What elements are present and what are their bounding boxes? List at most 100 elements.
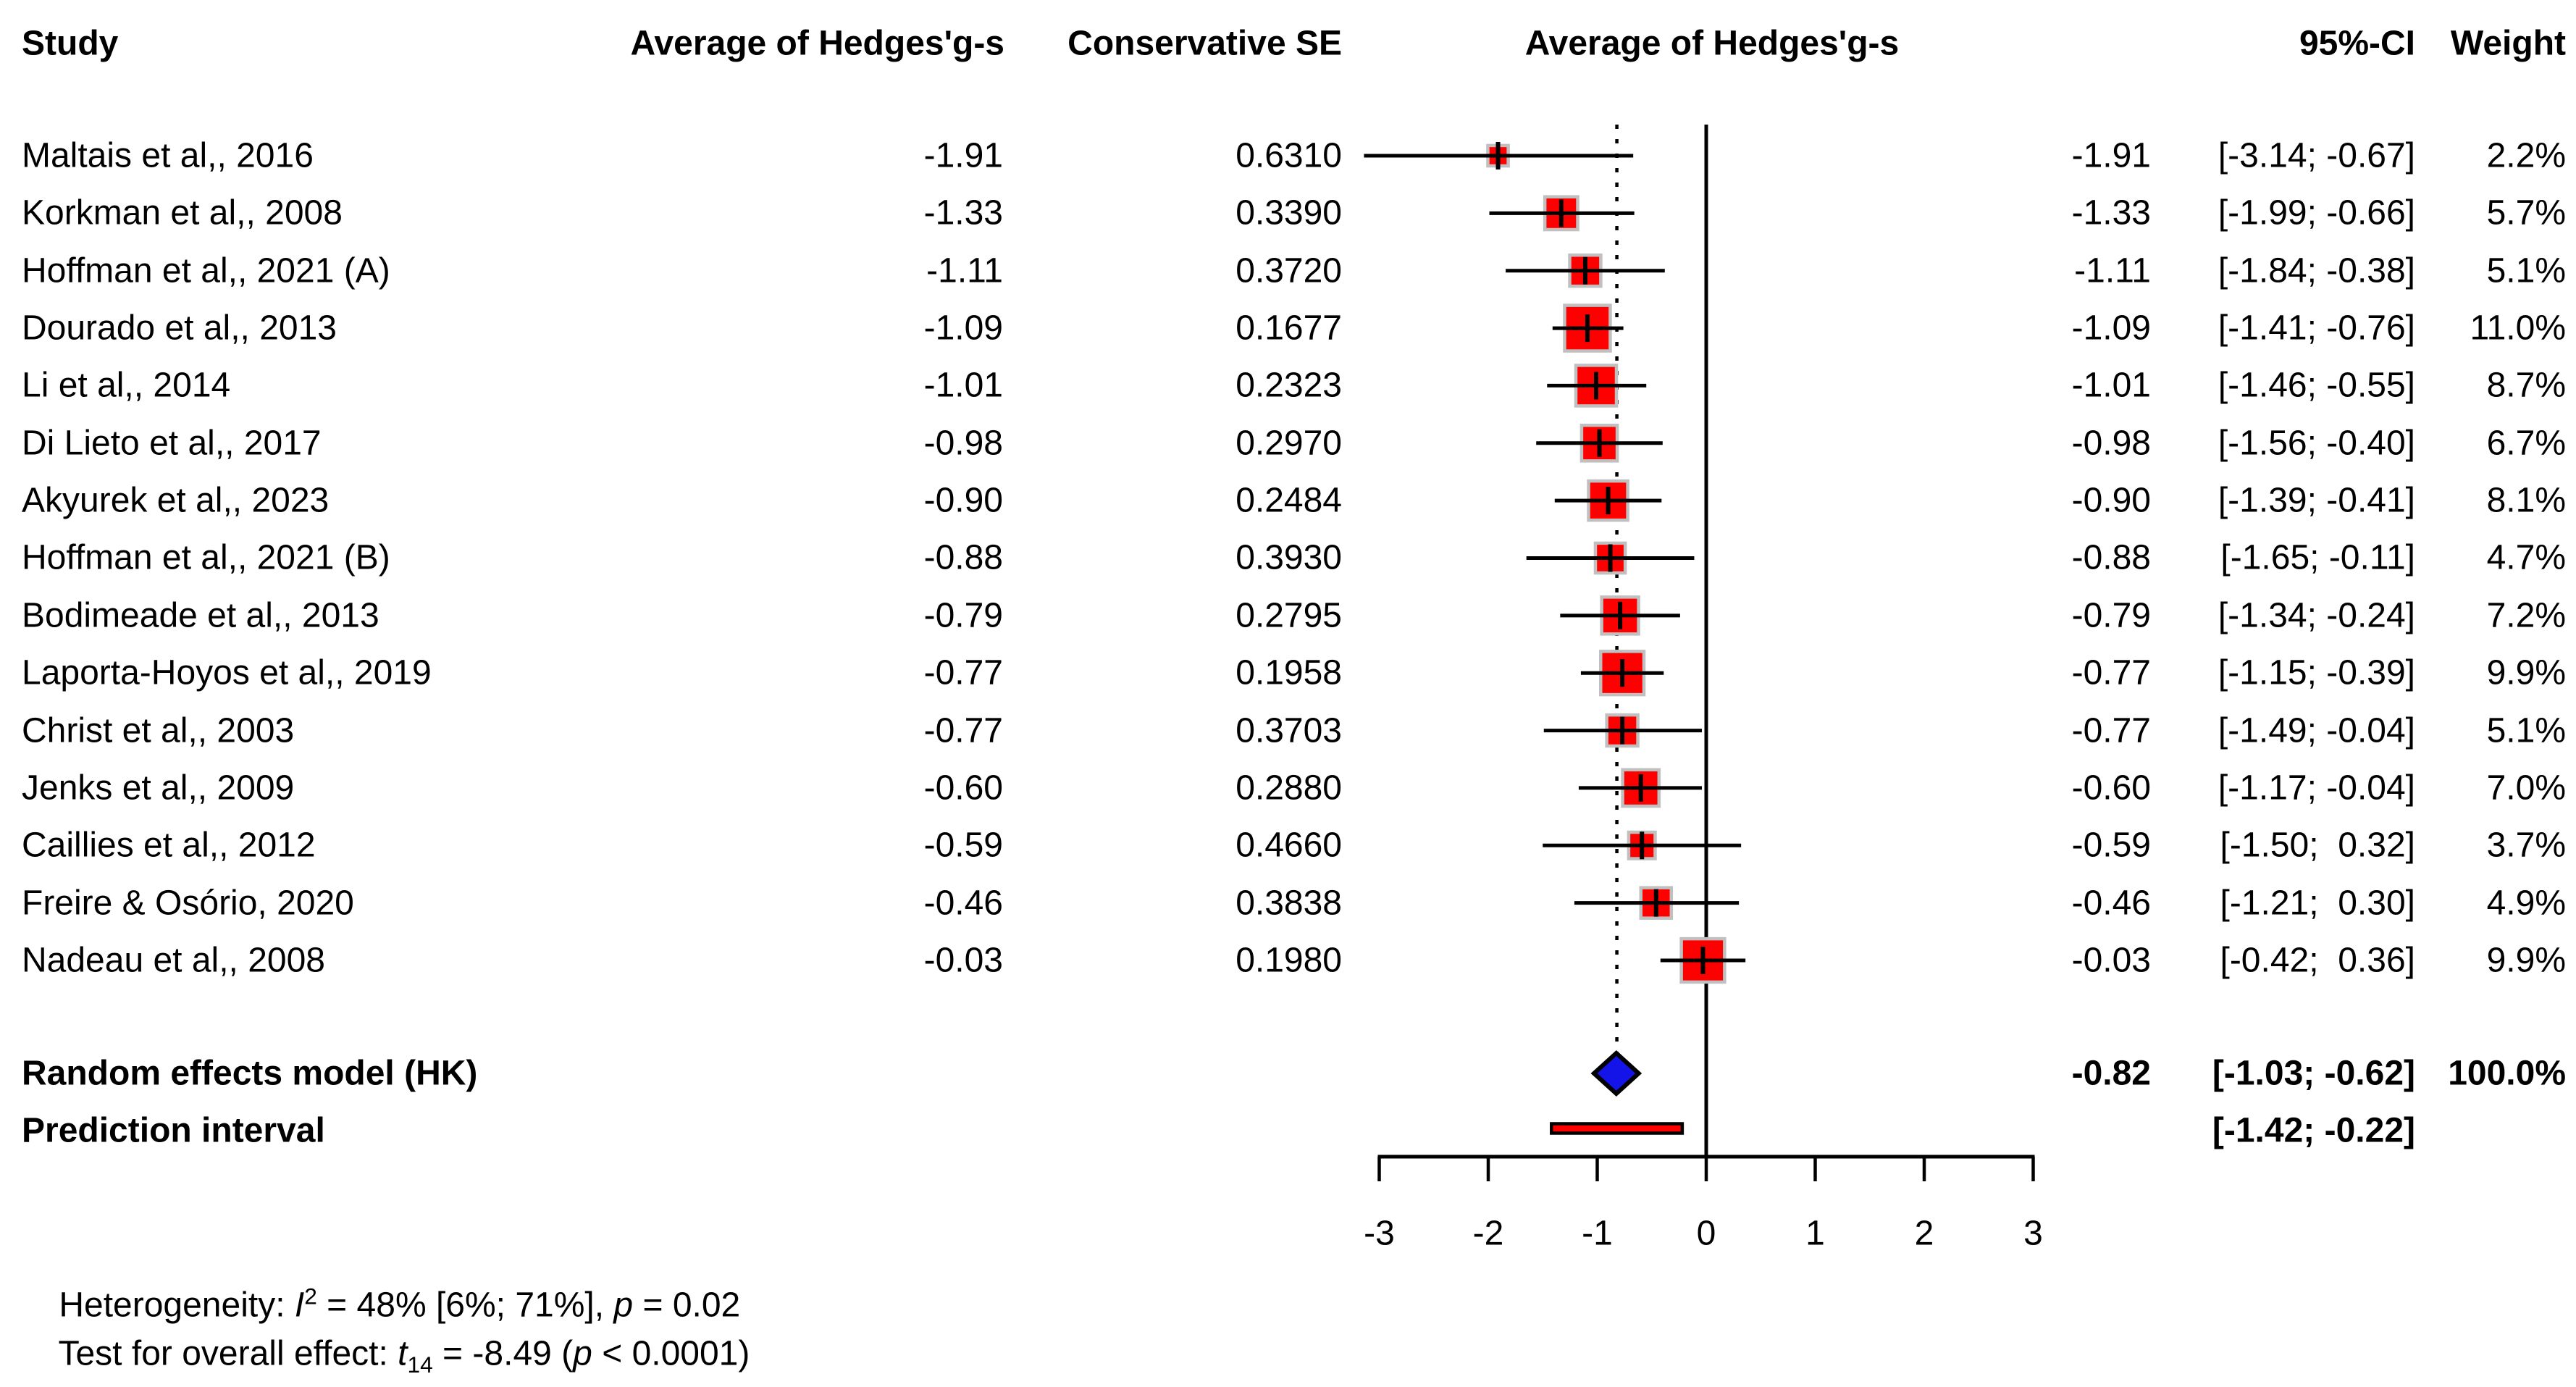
study-effect-value: -0.77 — [2071, 711, 2151, 750]
study-average-value: -1.11 — [926, 251, 1003, 290]
study-se-value: 0.1677 — [1235, 309, 1342, 348]
study-average-value: -0.59 — [923, 826, 1003, 865]
summary-weight-value: 100.0% — [2448, 1054, 2566, 1093]
summary-estimate-value: -0.82 — [2071, 1054, 2151, 1093]
study-name: Bodimeade et al,, 2013 — [22, 596, 379, 635]
study-estimate-tick — [1593, 372, 1598, 400]
study-effect-value: -1.11 — [2074, 251, 2151, 290]
summary-label: Random effects model (HK) — [22, 1054, 478, 1093]
study-weight-value: 8.1% — [2486, 481, 2566, 520]
study-se-value: 0.2880 — [1235, 768, 1342, 808]
prediction-label: Prediction interval — [22, 1111, 325, 1150]
prediction-interval-bar — [1550, 1122, 1685, 1135]
study-effect-value: -0.59 — [2071, 826, 2151, 865]
study-effect-value: -1.01 — [2071, 366, 2151, 405]
study-weight-value: 11.0% — [2470, 309, 2566, 348]
study-effect-value: -0.98 — [2071, 424, 2151, 463]
study-average-value: -1.33 — [923, 193, 1003, 232]
study-weight-value: 9.9% — [2486, 941, 2566, 980]
study-se-value: 0.3930 — [1235, 538, 1342, 577]
study-average-value: -0.77 — [923, 653, 1003, 692]
study-estimate-tick — [1618, 601, 1623, 629]
study-se-value: 0.2795 — [1235, 596, 1342, 635]
study-ci-value: [-3.14; -0.67] — [2218, 136, 2415, 175]
study-weight-value: 8.7% — [2486, 366, 2566, 405]
study-effect-value: -0.03 — [2071, 941, 2151, 980]
study-average-value: -0.98 — [923, 424, 1003, 463]
column-header-average: Average of Hedges'g-s — [630, 24, 1004, 63]
study-ci-value: [-1.56; -0.40] — [2218, 424, 2415, 463]
study-estimate-tick — [1653, 889, 1658, 917]
study-ci-value: [-1.15; -0.39] — [2218, 653, 2415, 692]
study-effect-value: -0.77 — [2071, 653, 2151, 692]
study-ci-value: [-1.17; -0.04] — [2218, 768, 2415, 808]
study-estimate-tick — [1640, 831, 1645, 860]
heterogeneity-note: Heterogeneity: I2 = 48% [6%; 71%], p = 0… — [20, 1244, 740, 1366]
study-se-value: 0.3838 — [1235, 884, 1342, 923]
x-axis-tick-label: -2 — [1473, 1215, 1504, 1253]
study-ci-value: [-1.46; -0.55] — [2218, 366, 2415, 405]
study-ci-value: [-1.41; -0.76] — [2218, 309, 2415, 348]
study-weight-value: 7.0% — [2486, 768, 2566, 808]
p-symbol: p — [573, 1334, 592, 1373]
study-estimate-tick — [1606, 487, 1611, 515]
study-name: Di Lieto et al,, 2017 — [22, 424, 322, 463]
study-ci-value: [-1.39; -0.41] — [2218, 481, 2415, 520]
study-name: Akyurek et al,, 2023 — [22, 481, 330, 520]
study-estimate-tick — [1558, 199, 1564, 227]
study-weight-value: 5.7% — [2486, 193, 2566, 232]
study-weight-value: 3.7% — [2486, 826, 2566, 865]
overall-effect-note: Test for overall effect: t14 = -8.49 (p … — [20, 1294, 750, 1387]
study-effect-value: -0.90 — [2071, 481, 2151, 520]
study-ci-value: [-1.49; -0.04] — [2218, 711, 2415, 750]
study-ci-value: [-1.21; 0.30] — [2220, 884, 2415, 923]
prediction-ci-value: [-1.42; -0.22] — [2212, 1111, 2415, 1150]
study-average-value: -0.03 — [923, 941, 1003, 980]
study-weight-value: 4.9% — [2486, 884, 2566, 923]
study-ci-value: [-1.99; -0.66] — [2218, 193, 2415, 232]
study-weight-value: 9.9% — [2486, 653, 2566, 692]
study-average-value: -1.91 — [923, 136, 1003, 175]
study-weight-value: 5.1% — [2486, 711, 2566, 750]
study-weight-value: 4.7% — [2486, 538, 2566, 577]
study-se-value: 0.2323 — [1235, 366, 1342, 405]
x-axis-tick-label: 3 — [2023, 1215, 2043, 1253]
study-estimate-tick — [1495, 142, 1501, 169]
study-name: Caillies et al,, 2012 — [22, 826, 316, 865]
study-average-value: -1.01 — [923, 366, 1003, 405]
study-average-value: -0.79 — [923, 596, 1003, 635]
heterogeneity-note-pvalue: = 0.02 — [633, 1286, 741, 1325]
x-axis-tick-label: -1 — [1582, 1215, 1613, 1253]
study-name: Nadeau et al,, 2008 — [22, 941, 325, 980]
study-se-value: 0.3703 — [1235, 711, 1342, 750]
t-degrees-of-freedom: 14 — [407, 1352, 433, 1378]
study-name: Jenks et al,, 2009 — [22, 768, 295, 808]
study-estimate-tick — [1585, 314, 1590, 343]
study-name: Li et al,, 2014 — [22, 366, 231, 405]
overall-effect-prefix: Test for overall effect: — [58, 1334, 398, 1373]
study-se-value: 0.1958 — [1235, 653, 1342, 692]
study-estimate-tick — [1700, 946, 1706, 974]
study-effect-value: -0.79 — [2071, 596, 2151, 635]
study-estimate-tick — [1582, 256, 1587, 285]
study-se-value: 0.1980 — [1235, 941, 1342, 980]
study-estimate-tick — [1638, 774, 1643, 802]
t-symbol: t — [398, 1334, 408, 1373]
study-name: Dourado et al,, 2013 — [22, 309, 337, 348]
study-average-value: -1.09 — [923, 309, 1003, 348]
study-average-value: -0.60 — [923, 768, 1003, 808]
study-ci-value: [-1.34; -0.24] — [2218, 596, 2415, 635]
study-name: Christ et al,, 2003 — [22, 711, 295, 750]
study-ci-value: [-1.84; -0.38] — [2218, 251, 2415, 290]
x-axis-tick-label: 0 — [1697, 1215, 1716, 1253]
study-name: Korkman et al,, 2008 — [22, 193, 343, 232]
study-effect-value: -0.88 — [2071, 538, 2151, 577]
column-header-ci: 95%-CI — [2299, 24, 2415, 63]
column-header-se: Conservative SE — [1067, 24, 1342, 63]
study-effect-value: -0.60 — [2071, 768, 2151, 808]
column-header-plot: Average of Hedges'g-s — [1524, 24, 1900, 63]
study-ci-value: [-1.65; -0.11] — [2220, 538, 2415, 577]
study-effect-value: -1.91 — [2071, 136, 2151, 175]
